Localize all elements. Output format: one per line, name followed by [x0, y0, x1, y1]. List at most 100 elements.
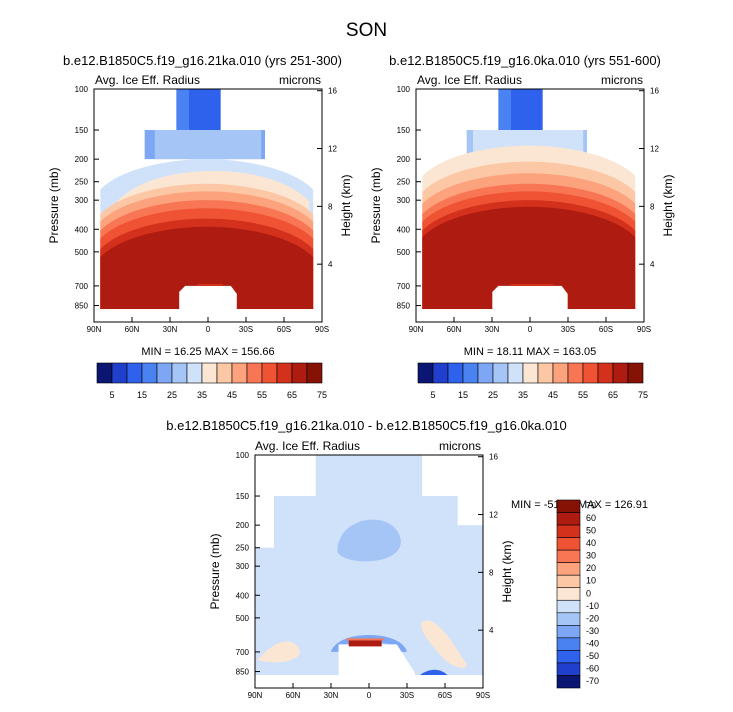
x-tick-label: 0: [367, 691, 372, 700]
colorbar-swatch: [556, 549, 581, 563]
y-tick-label: 100: [75, 85, 89, 94]
panel1-stats: MIN = 16.25 MAX = 156.66: [141, 346, 275, 358]
diff-positive-edge: [346, 638, 384, 641]
colorbar-label: 45: [227, 390, 237, 400]
y-tick-label: 850: [236, 668, 250, 677]
colorbar-label: 15: [458, 390, 468, 400]
panel1-units: microns: [279, 73, 322, 87]
colorbar-label: 15: [137, 390, 147, 400]
x-tick-label: 90N: [87, 325, 102, 334]
colorbar-swatch: [477, 362, 494, 384]
x-tick-label: 90S: [637, 325, 651, 334]
colorbar-swatch: [556, 562, 581, 576]
colorbar-swatch: [261, 362, 278, 384]
below-surface: [416, 309, 644, 322]
panel2-units: microns: [601, 73, 644, 87]
x-tick-label: 30S: [561, 325, 575, 334]
colorbar-label: 35: [518, 390, 528, 400]
y-tick-label: 850: [75, 302, 89, 311]
colorbar-svg: 70 60 50 40 30 20 10 0 -10 -20 -30 -40 -50 -60 -70: [556, 499, 599, 689]
y-tick-label: 700: [397, 282, 411, 291]
x-tick-label: 30N: [324, 691, 339, 700]
panel3-title: b.e12.B1850C5.f19_g16.21ka.010 - b.e12.B…: [166, 418, 567, 433]
colorbar-label: 25: [488, 390, 498, 400]
x-tick-label: 90N: [409, 325, 424, 334]
colorbar-label: 20: [586, 563, 596, 573]
colorbar-swatch: [522, 362, 539, 384]
x-tick-label: 30N: [485, 325, 500, 334]
height-tick-label: 8: [489, 568, 494, 577]
panel-svg: 100 150 200 250 300 400 500 700 850 90N 60N 30N 0 30S…: [208, 451, 514, 700]
panel1-colorbar: 5 15 25 35 45 55 65 75: [96, 362, 327, 400]
panel-svg: 100 150 200 250 300 400 500 700 850 90N 60N 30N 0 30S…: [369, 85, 675, 334]
right-axis-title: Height (km): [661, 174, 675, 236]
x-tick-label: 90N: [248, 691, 263, 700]
panel3-plot: 100 150 200 250 300 400 500 700 850 90N 60N 30N 0 30S…: [208, 451, 514, 700]
panel1-plot: 100 150 200 250 300 400 500 700 850 90N 60N 30N 0 30S…: [47, 85, 353, 334]
colorbar-swatch: [231, 362, 248, 384]
colorbar-svg: 5 15 25 35 45 55 65 75: [96, 362, 327, 400]
colorbar-swatch: [612, 362, 629, 384]
y-tick-label: 250: [236, 544, 250, 553]
x-tick-label: 60N: [125, 325, 140, 334]
colorbar-swatch: [492, 362, 509, 384]
y-tick-label: 500: [397, 248, 411, 257]
colorbar-swatch: [556, 612, 581, 626]
height-tick-label: 16: [650, 87, 659, 96]
colorbar-swatch: [432, 362, 449, 384]
height-tick-label: 4: [650, 260, 655, 269]
diff-strong-negative: [419, 669, 448, 676]
panel2-variable: Avg. Ice Eff. Radius: [417, 73, 522, 87]
right-axis-title: Height (km): [339, 174, 353, 236]
colorbar-swatch: [126, 362, 143, 384]
colorbar-swatch: [537, 362, 554, 384]
colorbar-label: -40: [586, 638, 599, 648]
colorbar-swatch: [171, 362, 188, 384]
y-tick-label: 850: [397, 302, 411, 311]
height-tick-label: 8: [328, 202, 333, 211]
panel2-plot: 100 150 200 250 300 400 500 700 850 90N 60N 30N 0 30S…: [369, 85, 675, 334]
panel2-title: b.e12.B1850C5.f19_g16.0ka.010 (yrs 551-6…: [389, 53, 661, 68]
colorbar-swatch: [291, 362, 308, 384]
colorbar-swatch: [156, 362, 173, 384]
colorbar-label: 5: [109, 390, 114, 400]
y-tick-label: 200: [397, 155, 411, 164]
colorbar-swatch: [556, 499, 581, 513]
y-tick-label: 100: [236, 451, 250, 460]
diff-strong-positive: [348, 640, 382, 647]
colorbar-swatch: [552, 362, 569, 384]
height-tick-label: 16: [489, 453, 498, 462]
colorbar-label: 45: [548, 390, 558, 400]
colorbar-swatch: [556, 625, 581, 639]
height-tick-label: 8: [650, 202, 655, 211]
height-tick-label: 4: [328, 260, 333, 269]
colorbar-swatch: [556, 587, 581, 601]
colorbar-swatch: [556, 662, 581, 676]
colorbar-swatch: [597, 362, 614, 384]
colorbar-label: 75: [317, 390, 327, 400]
x-tick-label: 60S: [277, 325, 291, 334]
colorbar-label: -30: [586, 626, 599, 636]
y-tick-label: 400: [75, 225, 89, 234]
y-tick-label: 200: [236, 521, 250, 530]
x-tick-label: 60N: [286, 691, 301, 700]
colorbar-swatch: [556, 637, 581, 651]
y-tick-label: 500: [75, 248, 89, 257]
colorbar-swatch: [462, 362, 479, 384]
y-tick-label: 300: [75, 196, 89, 205]
colorbar-swatch: [186, 362, 203, 384]
colorbar-label: 5: [430, 390, 435, 400]
diff-north-positive: [257, 641, 300, 663]
colorbar-swatch: [627, 362, 644, 384]
y-tick-label: 250: [75, 178, 89, 187]
height-tick-label: 4: [489, 626, 494, 635]
colorbar-swatch: [556, 524, 581, 538]
colorbar-label: 70: [586, 501, 596, 511]
colorbar-label: 65: [608, 390, 618, 400]
x-tick-label: 60S: [438, 691, 452, 700]
x-tick-label: 90S: [315, 325, 329, 334]
colorbar-label: 50: [586, 526, 596, 536]
diff-domain: [255, 455, 483, 676]
colorbar-swatch: [447, 362, 464, 384]
y-tick-label: 150: [75, 126, 89, 135]
